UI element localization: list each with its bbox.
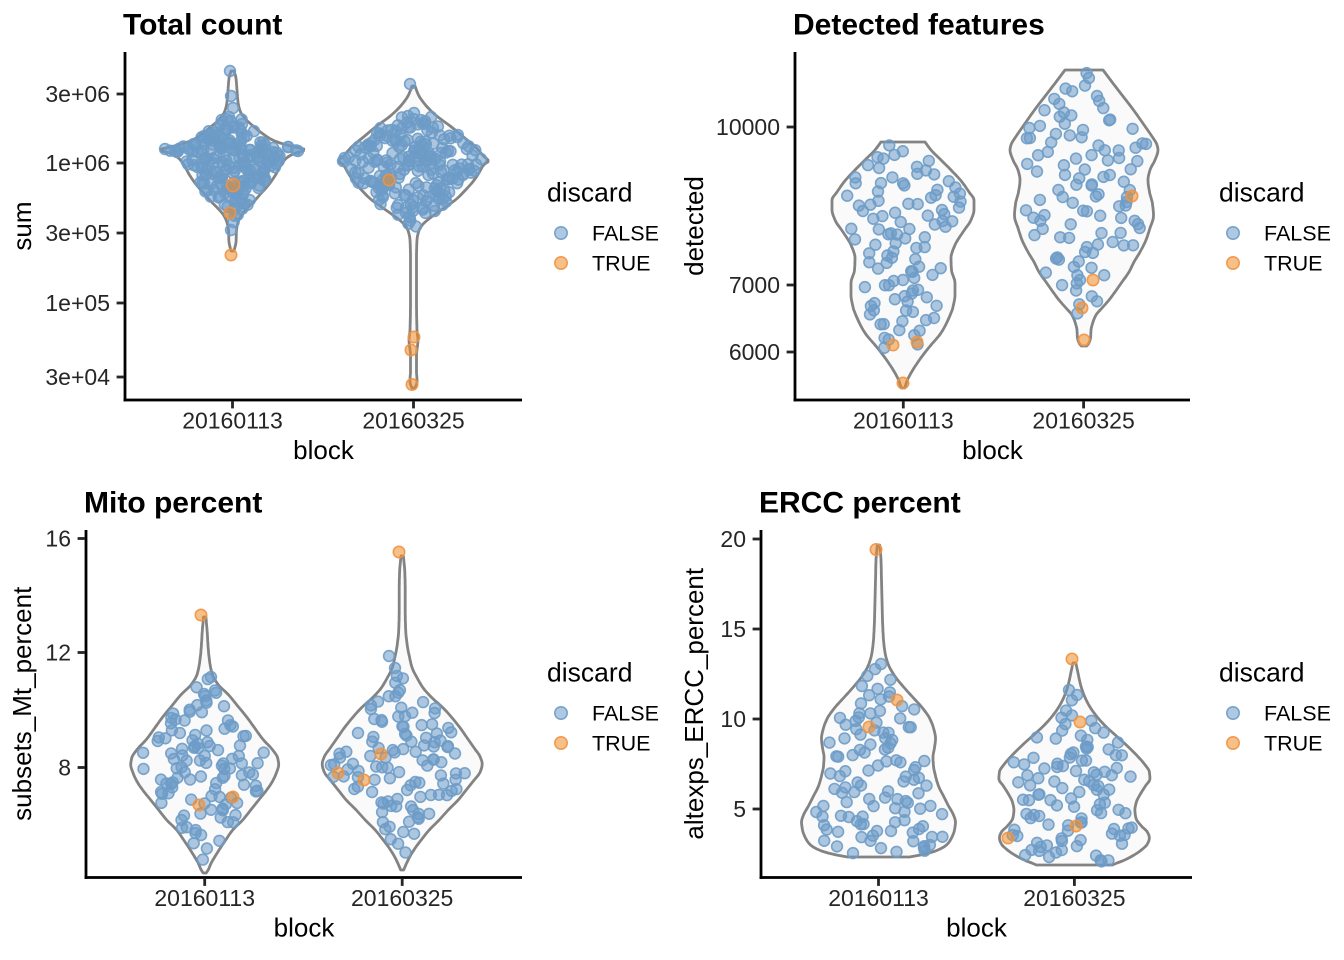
svg-text:20: 20: [720, 526, 746, 552]
svg-text:discard: discard: [1219, 178, 1304, 208]
svg-text:10000: 10000: [716, 114, 780, 140]
svg-text:discard: discard: [547, 178, 632, 208]
svg-text:TRUE: TRUE: [592, 252, 651, 276]
svg-text:1e+06: 1e+06: [45, 150, 110, 176]
svg-text:FALSE: FALSE: [592, 222, 659, 246]
svg-text:ERCC percent: ERCC percent: [759, 487, 961, 520]
svg-text:12: 12: [45, 640, 71, 666]
svg-text:3e+05: 3e+05: [45, 220, 110, 246]
svg-text:20160325: 20160325: [1023, 885, 1125, 911]
svg-text:detected: detected: [679, 176, 709, 276]
svg-text:20160113: 20160113: [853, 408, 954, 434]
svg-text:block: block: [293, 435, 355, 465]
svg-text:20160113: 20160113: [154, 885, 255, 911]
svg-text:Mito percent: Mito percent: [84, 487, 262, 520]
svg-text:3e+06: 3e+06: [45, 81, 110, 107]
svg-text:FALSE: FALSE: [592, 702, 659, 726]
svg-text:20160325: 20160325: [1032, 408, 1134, 434]
svg-text:block: block: [946, 913, 1008, 943]
svg-text:16: 16: [45, 526, 71, 552]
svg-text:TRUE: TRUE: [592, 732, 651, 756]
svg-text:Detected features: Detected features: [793, 9, 1045, 42]
svg-text:20160113: 20160113: [182, 408, 283, 434]
svg-text:FALSE: FALSE: [1264, 702, 1331, 726]
svg-text:block: block: [962, 435, 1024, 465]
svg-text:5: 5: [733, 796, 746, 822]
svg-text:discard: discard: [1219, 658, 1304, 688]
svg-text:1e+05: 1e+05: [45, 290, 110, 316]
svg-text:20160113: 20160113: [828, 885, 929, 911]
svg-text:20160325: 20160325: [351, 885, 453, 911]
svg-text:20160325: 20160325: [362, 408, 464, 434]
svg-text:subsets_Mt_percent: subsets_Mt_percent: [7, 586, 37, 821]
svg-text:TRUE: TRUE: [1264, 732, 1323, 756]
svg-text:TRUE: TRUE: [1264, 252, 1323, 276]
svg-text:block: block: [274, 913, 336, 943]
svg-text:6000: 6000: [729, 339, 780, 365]
svg-text:discard: discard: [547, 658, 632, 688]
svg-text:FALSE: FALSE: [1264, 222, 1331, 246]
svg-text:8: 8: [58, 755, 71, 781]
svg-text:3e+04: 3e+04: [45, 364, 110, 390]
svg-text:sum: sum: [7, 201, 37, 250]
svg-text:10: 10: [720, 706, 746, 732]
svg-text:Total count: Total count: [123, 9, 282, 42]
svg-text:altexps_ERCC_percent: altexps_ERCC_percent: [679, 567, 709, 839]
svg-text:15: 15: [720, 616, 746, 642]
svg-text:7000: 7000: [729, 272, 780, 298]
